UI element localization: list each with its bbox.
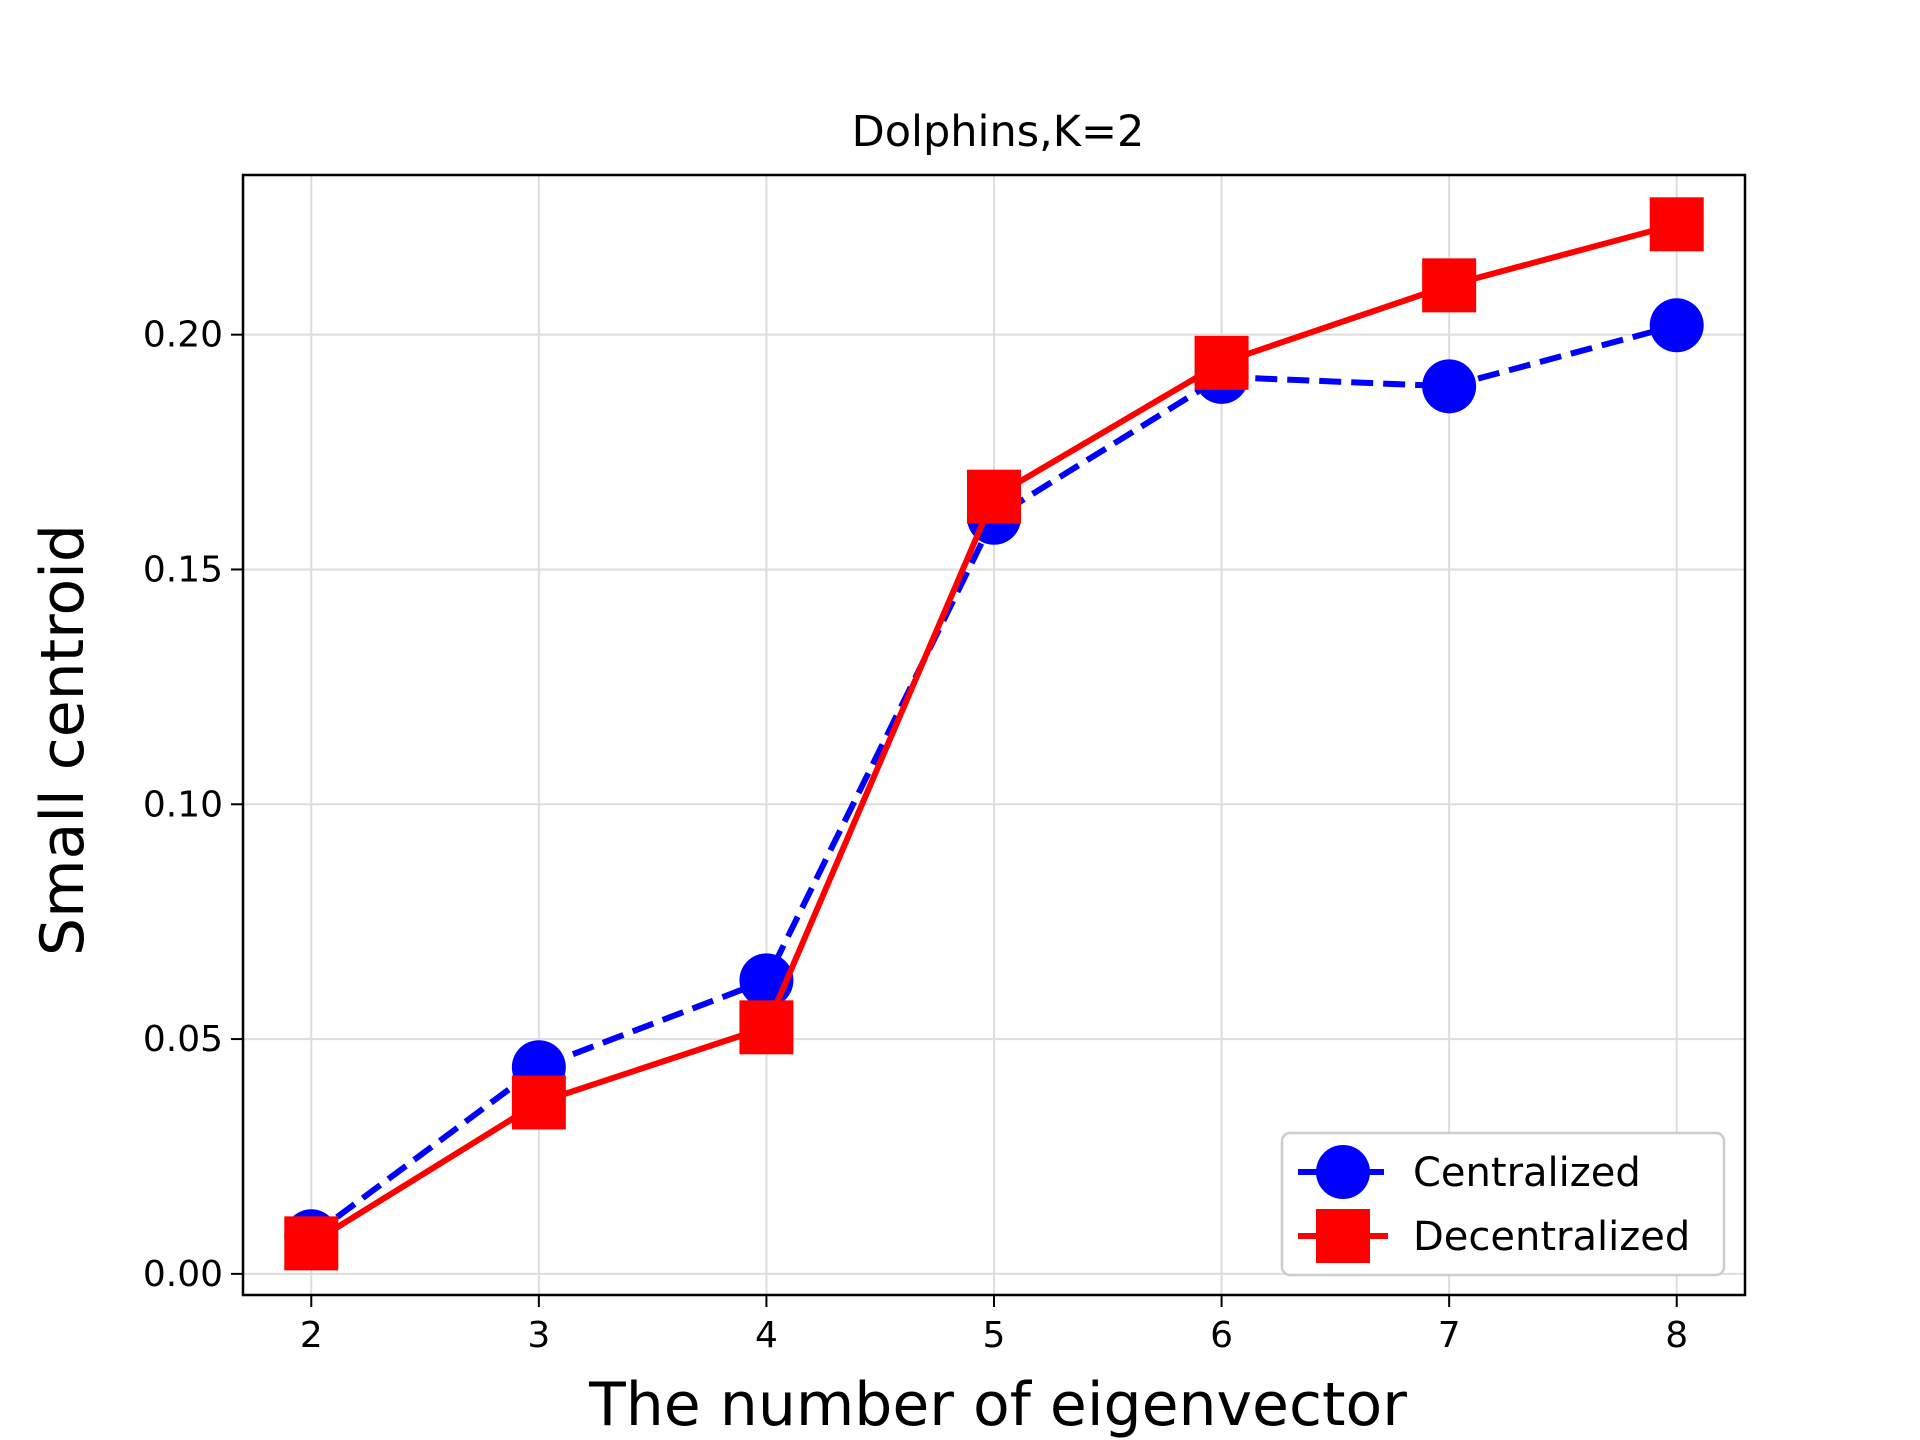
- data-point-circle: [1649, 298, 1704, 353]
- chart-title: Dolphins,K=2: [852, 107, 1145, 157]
- y-tick-label: 0.15: [143, 549, 223, 590]
- legend-item-centralized: Centralized: [1298, 1145, 1641, 1199]
- data-point-square: [739, 1000, 794, 1055]
- grid: [243, 175, 1745, 1295]
- data-point-square: [967, 469, 1021, 524]
- series-decentralized: [284, 197, 1704, 1271]
- legend-marker: [1316, 1145, 1370, 1199]
- x-tick-label: 8: [1665, 1315, 1688, 1356]
- x-tick-label: 3: [527, 1315, 550, 1356]
- data-point-circle: [1422, 359, 1477, 414]
- x-tick-label: 2: [300, 1315, 323, 1356]
- series-layer: [284, 197, 1704, 1271]
- legend-frame: [1280, 1131, 1726, 1277]
- legend: Centralized Decentralized: [1280, 1131, 1726, 1277]
- y-tick-label: 0.20: [143, 315, 223, 356]
- data-point-square: [1649, 197, 1704, 252]
- data-point-square: [1422, 258, 1477, 313]
- data-point-square: [511, 1075, 566, 1130]
- legend-item-decentralized: Decentralized: [1298, 1209, 1690, 1263]
- y-tick-label: 0.10: [143, 784, 223, 825]
- x-axis-label: The number of eigenvector: [588, 1370, 1407, 1440]
- y-axis-label: Small centroid: [28, 524, 98, 956]
- x-tick-label: 5: [983, 1315, 1006, 1356]
- x-tick-label: 7: [1438, 1315, 1461, 1356]
- x-tick-label: 4: [755, 1315, 778, 1356]
- y-tick-label: 0.00: [143, 1254, 223, 1295]
- legend-label: Decentralized: [1413, 1214, 1690, 1260]
- legend-label: Centralized: [1413, 1150, 1641, 1196]
- data-point-square: [1194, 335, 1249, 390]
- data-point-square: [284, 1216, 339, 1271]
- legend-marker: [1316, 1209, 1370, 1263]
- ticks: 2 3 4 5 6 7 8 0.00 0.05 0.10 0.15 0.20: [143, 315, 1688, 1356]
- y-tick-label: 0.05: [143, 1019, 223, 1060]
- x-tick-label: 6: [1210, 1315, 1233, 1356]
